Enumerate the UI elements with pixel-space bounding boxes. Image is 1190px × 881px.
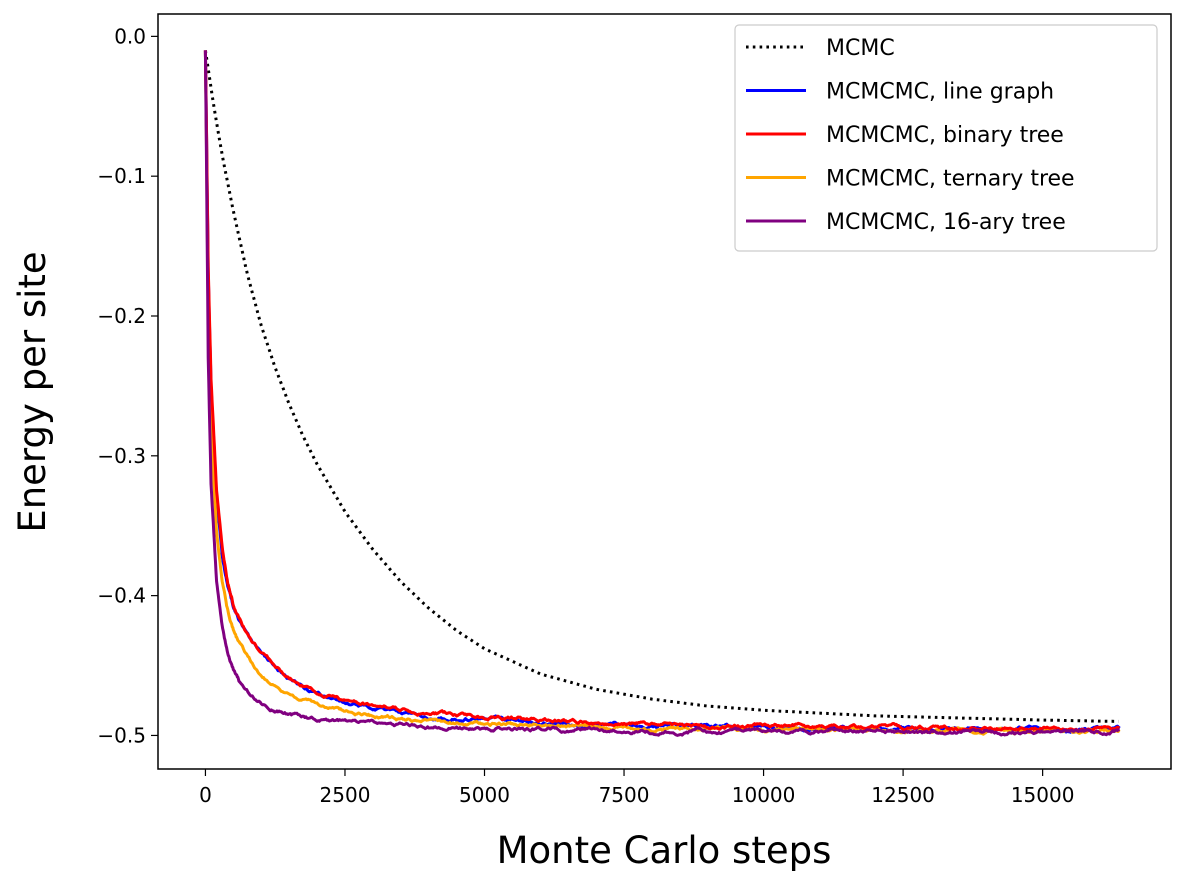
series-line-mcmcmc-16-ary-tree	[203, 50, 1120, 737]
y-tick-label: −0.4	[97, 584, 146, 608]
legend-label: MCMCMC, binary tree	[826, 123, 1064, 148]
legend-label: MCMCMC, 16-ary tree	[826, 210, 1066, 235]
x-tick-label: 5000	[459, 783, 510, 807]
legend-label: MCMCMC, line graph	[826, 80, 1054, 105]
y-tick-label: 0.0	[114, 24, 146, 48]
y-tick-label: −0.5	[97, 723, 146, 747]
x-tick-label: 7500	[599, 783, 650, 807]
x-tick-label: 12500	[871, 783, 935, 807]
y-axis-title: Energy per site	[11, 251, 54, 532]
y-tick-label: −0.3	[97, 444, 146, 468]
legend-box	[734, 24, 1158, 252]
legend-label: MCMCMC, ternary tree	[826, 167, 1075, 192]
legend: MCMC MCMCMC, line graph MCMCMC, binary tre…	[734, 24, 1158, 252]
x-tick-label: 0	[199, 783, 212, 807]
y-tick-label: −0.1	[97, 164, 146, 188]
x-tick-label: 2500	[320, 783, 371, 807]
x-tick-label: 15000	[1011, 783, 1075, 807]
y-axis: 0.0 −0.1 −0.2 −0.3 −0.4 −0.5	[97, 24, 158, 747]
x-tick-label: 10000	[732, 783, 796, 807]
y-tick-label: −0.2	[97, 304, 146, 328]
series-layer	[203, 50, 1121, 737]
x-axis: 0 2500 5000 7500 10000 12500 15000	[199, 769, 1074, 807]
x-axis-title: Monte Carlo steps	[497, 829, 832, 872]
plot-frame	[157, 13, 1172, 770]
legend-label: MCMC	[826, 36, 895, 61]
